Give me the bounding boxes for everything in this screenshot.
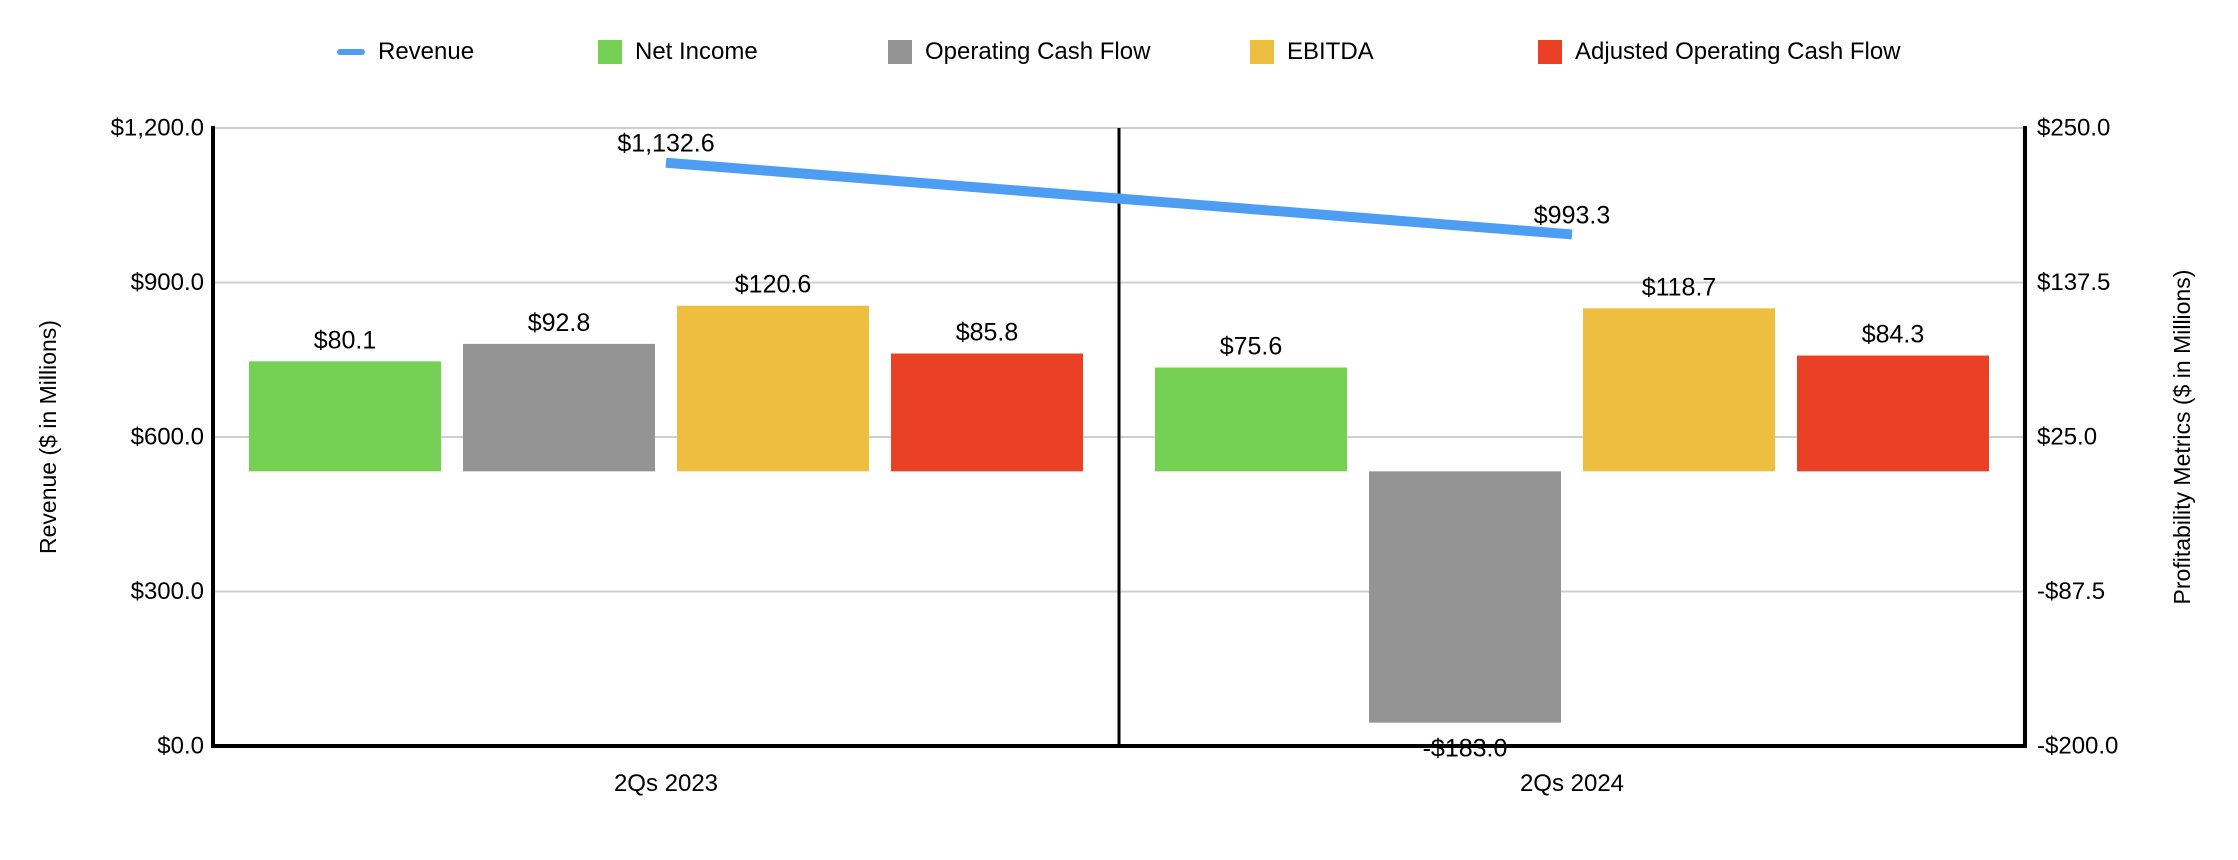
right-axis-tick-label: $25.0 <box>2037 424 2097 451</box>
ebitda-swatch-icon <box>1250 40 1274 64</box>
category-label-2qs-2024: 2Qs 2024 <box>1520 770 1624 797</box>
legend-label-ebitda: EBITDA <box>1287 38 1374 65</box>
right-axis-tick-label: -$200.0 <box>2037 733 2118 760</box>
bar-label-adjusted-operating-cash-flow-2qs-2024: $84.3 <box>1862 321 1925 349</box>
legend-label-revenue: Revenue <box>378 38 475 65</box>
revenue-point-label-2qs-2024: $993.3 <box>1534 201 1610 229</box>
left-axis-tick-label: $900.0 <box>131 269 204 296</box>
right-axis-title: Profitability Metrics ($ in Millions) <box>2169 270 2195 605</box>
bar-label-net-income-2qs-2023: $80.1 <box>314 326 377 354</box>
bar-ebitda-2qs-2024 <box>1583 308 1775 472</box>
left-axis-tick-label: $300.0 <box>131 578 204 605</box>
bar-label-ebitda-2qs-2024: $118.7 <box>1642 273 1717 301</box>
category-label-2qs-2023: 2Qs 2023 <box>614 770 718 797</box>
legend-item-operating-cash-flow: Operating Cash Flow <box>888 38 1151 65</box>
bar-net-income-2qs-2023 <box>249 361 441 472</box>
right-axis-tick-label: $137.5 <box>2037 269 2110 296</box>
bar-operating-cash-flow-2qs-2023 <box>463 343 655 472</box>
revenue-line <box>665 157 1573 240</box>
legend-label-net-income: Net Income <box>635 38 758 65</box>
left-axis-tick-label: $0.0 <box>157 733 204 760</box>
revenue-line-swatch-icon <box>337 49 365 55</box>
chart-legend: Revenue Net Income Operating Cash Flow E… <box>0 0 2238 80</box>
left-axis-title: Revenue ($ in Millions) <box>35 320 61 554</box>
legend-label-adjusted-operating-cash-flow: Adjusted Operating Cash Flow <box>1575 38 1901 65</box>
revenue-point-label-2qs-2023: $1,132.6 <box>617 130 714 158</box>
bar-adjusted-operating-cash-flow-2qs-2023 <box>891 353 1083 472</box>
bar-operating-cash-flow-2qs-2024 <box>1369 471 1561 723</box>
adjusted-operating-cash-flow-swatch-icon <box>1538 40 1562 64</box>
bar-label-adjusted-operating-cash-flow-2qs-2023: $85.8 <box>956 319 1019 347</box>
legend-item-net-income: Net Income <box>598 38 758 65</box>
bar-label-ebitda-2qs-2023: $120.6 <box>735 271 811 299</box>
bar-label-operating-cash-flow-2qs-2023: $92.8 <box>528 309 591 337</box>
bar-net-income-2qs-2024 <box>1155 367 1347 472</box>
bar-ebitda-2qs-2023 <box>677 305 869 472</box>
legend-item-revenue: Revenue <box>337 38 475 65</box>
bar-label-operating-cash-flow-2qs-2024: -$183.0 <box>1423 735 1508 763</box>
legend-label-operating-cash-flow: Operating Cash Flow <box>925 38 1151 65</box>
operating-cash-flow-swatch-icon <box>888 40 912 64</box>
right-axis-tick-label: $250.0 <box>2037 115 2110 142</box>
left-axis-tick-label: $600.0 <box>131 424 204 451</box>
bar-label-net-income-2qs-2024: $75.6 <box>1220 333 1283 361</box>
bar-adjusted-operating-cash-flow-2qs-2024 <box>1797 355 1989 472</box>
legend-item-ebitda: EBITDA <box>1250 38 1374 65</box>
right-axis-tick-label: -$87.5 <box>2037 578 2105 605</box>
net-income-swatch-icon <box>598 40 622 64</box>
left-axis-tick-label: $1,200.0 <box>111 115 204 142</box>
legend-item-adjusted-operating-cash-flow: Adjusted Operating Cash Flow <box>1538 38 1901 65</box>
